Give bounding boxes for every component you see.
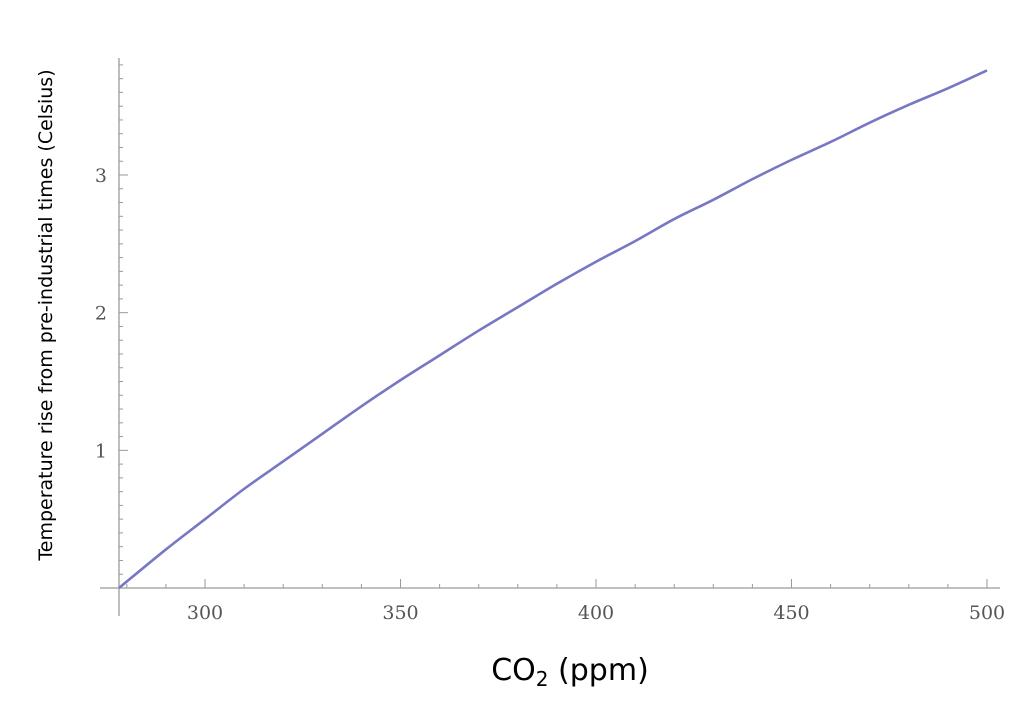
x-axis-label-subscript: 2: [536, 667, 549, 691]
x-tick-label: 450: [773, 602, 809, 624]
x-axis-label-tail: (ppm): [549, 653, 649, 688]
y-tick-labels: 1 2 3: [95, 165, 107, 462]
x-axis-label-main: CO: [491, 653, 536, 688]
x-major-ticks: [204, 579, 988, 588]
y-tick-label: 2: [95, 303, 107, 325]
x-tick-label: 300: [187, 602, 223, 624]
series-layer: [118, 69, 988, 590]
x-tick-label: 500: [969, 602, 1005, 624]
x-tick-label: 400: [578, 602, 614, 624]
y-major-ticks: [119, 174, 128, 451]
y-tick-label: 3: [95, 165, 107, 187]
series-line: [118, 69, 988, 590]
y-minor-ticks: [119, 64, 123, 575]
y-tick-label: 1: [95, 440, 107, 462]
y-axis-label: Temperature rise from pre-industrial tim…: [35, 69, 57, 561]
x-tick-labels: 300 350 400 450 500: [187, 602, 1005, 624]
x-axis-label: CO2 (ppm): [491, 653, 649, 691]
x-minor-ticks: [126, 584, 949, 588]
x-tick-label: 350: [382, 602, 418, 624]
